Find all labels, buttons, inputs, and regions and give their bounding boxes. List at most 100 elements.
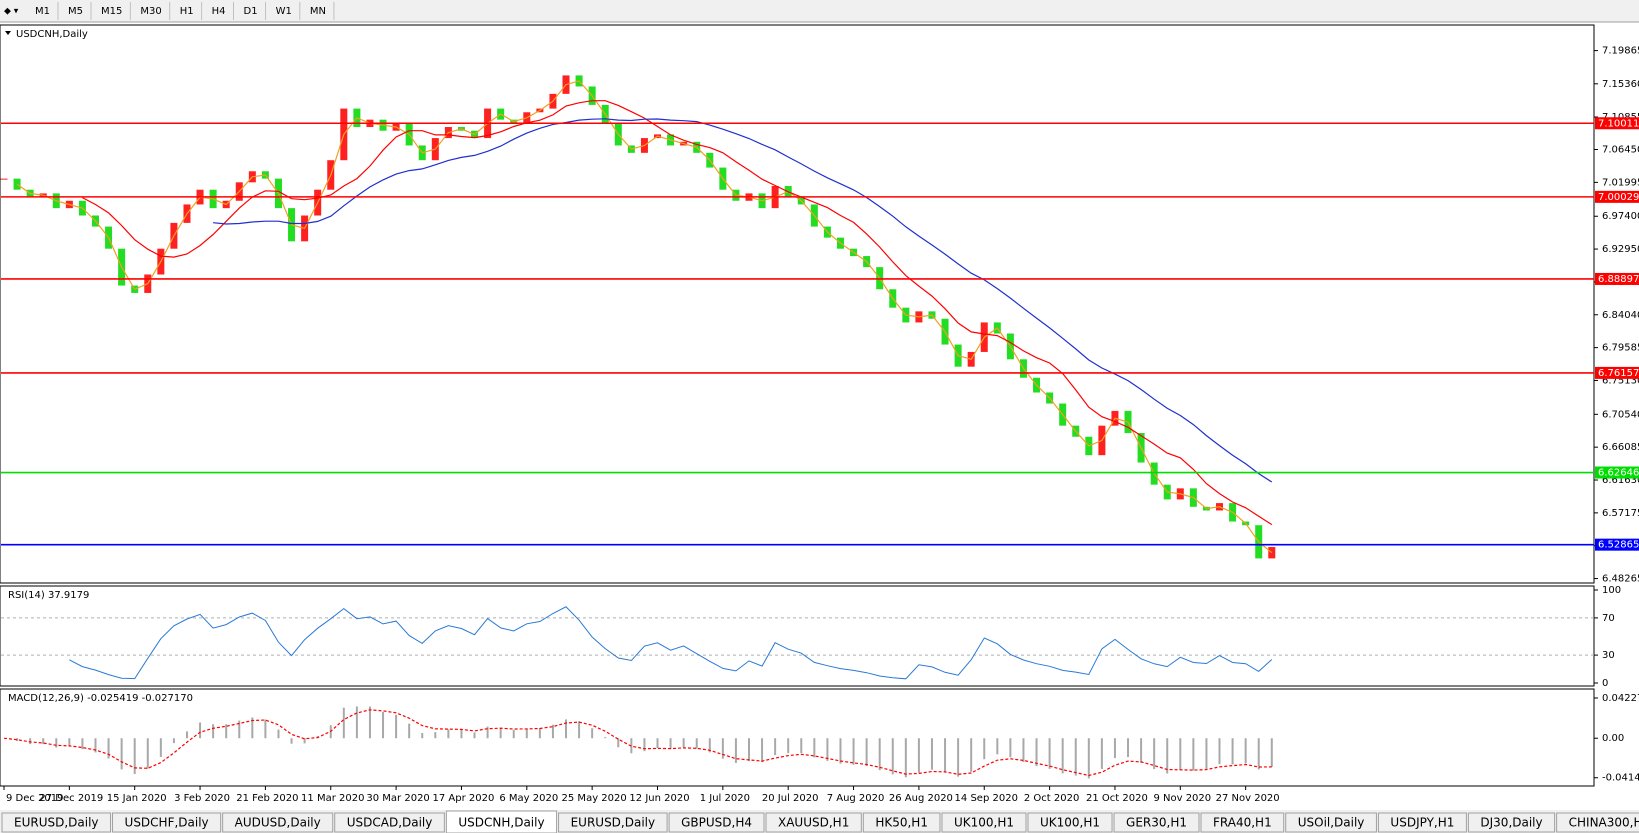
timeframe-button[interactable]: M30 <box>140 6 161 17</box>
x-tick-label: 14 Sep 2020 <box>955 793 1018 804</box>
tab[interactable]: FRA40,H1 <box>1213 816 1272 830</box>
tab-bg[interactable] <box>668 812 765 833</box>
y-tick-label: 7.15360 <box>1602 79 1639 90</box>
tab-bg[interactable] <box>222 812 334 833</box>
tab[interactable]: AUDUSD,Daily <box>235 816 321 830</box>
moving-average <box>213 118 1273 483</box>
tab-bg[interactable] <box>862 812 941 833</box>
timeframe-button[interactable]: H1 <box>180 6 194 17</box>
tab[interactable]: USDCAD,Daily <box>347 816 433 830</box>
tab-bg[interactable] <box>1 812 112 833</box>
tab-bg[interactable] <box>1113 812 1200 833</box>
tab[interactable]: USDCHF,Daily <box>125 816 209 830</box>
rsi-tick-label: 0 <box>1602 678 1608 689</box>
tab-bg[interactable] <box>1027 812 1113 833</box>
tab[interactable]: UK100,H1 <box>1040 816 1100 830</box>
tab-bg[interactable] <box>334 812 445 833</box>
tab-bg[interactable] <box>1200 812 1285 833</box>
timeframe-button[interactable]: M5 <box>68 6 83 17</box>
timeframe-button[interactable]: M1 <box>35 6 50 17</box>
tab-bg[interactable] <box>445 810 558 833</box>
x-tick-label: 17 Apr 2020 <box>433 793 495 804</box>
x-tick-label: 27 Nov 2020 <box>1216 793 1280 804</box>
y-tick-label: 6.48265 <box>1602 574 1639 585</box>
rsi-tick-label: 100 <box>1602 585 1621 596</box>
x-tick-label: 9 Dec 2019 <box>6 793 64 804</box>
x-tick-label: 12 Jun 2020 <box>629 793 689 804</box>
x-tick-label: 2 Oct 2020 <box>1024 793 1079 804</box>
x-tick-label: 26 Aug 2020 <box>889 793 953 804</box>
tab[interactable]: GBPUSD,H4 <box>681 816 752 830</box>
y-tick-label: 6.57175 <box>1602 508 1639 519</box>
y-tick-label: 6.79585 <box>1602 343 1639 354</box>
macd-signal <box>3 709 1272 777</box>
y-tick-label: 7.06450 <box>1602 145 1639 156</box>
level-label: 6.76157 <box>1598 368 1639 379</box>
main-pane <box>0 24 1595 584</box>
y-tick-label: 6.92950 <box>1602 244 1639 255</box>
tab-bg[interactable] <box>765 812 862 833</box>
x-tick-label: 20 Jul 2020 <box>762 793 819 804</box>
tab[interactable]: USDJPY,H1 <box>1390 816 1454 830</box>
tab-bg[interactable] <box>941 812 1027 833</box>
y-tick-label: 6.97400 <box>1602 211 1639 222</box>
timeframe-button[interactable]: W1 <box>276 6 292 17</box>
level-label-bg <box>1595 272 1639 285</box>
level-label-bg <box>1595 366 1639 379</box>
moving-average <box>16 80 1273 554</box>
moving-average <box>82 100 1273 526</box>
timeframe-button[interactable]: D1 <box>244 6 258 17</box>
x-tick-label: 11 Mar 2020 <box>301 793 364 804</box>
candlestick <box>13 178 21 190</box>
level-label-bg <box>1595 117 1639 130</box>
x-tick-label: 1 Jul 2020 <box>700 793 750 804</box>
x-tick-label: 3 Feb 2020 <box>174 793 230 804</box>
y-tick-label: 6.61630 <box>1602 475 1639 486</box>
tab-bg[interactable] <box>1285 812 1377 833</box>
tab[interactable]: HK50,H1 <box>875 816 928 830</box>
x-tick-label: 9 Nov 2020 <box>1153 793 1211 804</box>
header-arrow <box>5 31 11 35</box>
macd-label: MACD(12,26,9) -0.025419 -0.027170 <box>8 693 193 704</box>
level-label: 6.52865 <box>1598 540 1639 551</box>
x-tick-label: 21 Oct 2020 <box>1086 793 1148 804</box>
macd-tick-label: -0.04148 <box>1602 773 1639 784</box>
y-tick-label: 6.84040 <box>1602 310 1639 321</box>
tab-bg[interactable] <box>112 812 222 833</box>
rsi-tick-label: 70 <box>1602 613 1615 624</box>
tab-bg[interactable] <box>1377 812 1467 833</box>
timeframe-button[interactable]: H4 <box>212 6 226 17</box>
tab[interactable]: EURUSD,Daily <box>571 816 656 830</box>
tab[interactable]: GER30,H1 <box>1126 816 1187 830</box>
level-label: 7.10011 <box>1598 118 1639 129</box>
timeframe-button[interactable]: M15 <box>101 6 122 17</box>
toolbar-icon: ◆ ▾ <box>4 7 19 17</box>
macd-tick-label: 0.042275 <box>1602 693 1639 704</box>
tab[interactable]: DJ30,Daily <box>1480 816 1542 830</box>
rsi-pane <box>0 585 1595 687</box>
timeframe-button[interactable]: MN <box>310 6 326 17</box>
tab-bg[interactable] <box>1556 812 1639 833</box>
tab[interactable]: USDCNH,Daily <box>458 816 544 830</box>
level-label-bg <box>1595 190 1639 203</box>
level-label: 6.62646 <box>1598 468 1639 479</box>
level-label-bg <box>1595 538 1639 551</box>
y-tick-label: 7.01995 <box>1602 177 1639 188</box>
level-label: 7.00029 <box>1598 192 1639 203</box>
y-tick-label: 7.19865 <box>1602 46 1639 57</box>
tab[interactable]: UK100,H1 <box>954 816 1014 830</box>
tab[interactable]: CHINA300,H1 <box>1569 816 1639 830</box>
symbol: USDCNH,Daily <box>16 29 88 40</box>
tab-bg[interactable] <box>558 812 668 833</box>
x-tick-label: 25 May 2020 <box>562 793 627 804</box>
rsi-line <box>69 606 1273 680</box>
y-tick-label: 6.75130 <box>1602 375 1639 386</box>
level-label: 6.88897 <box>1598 274 1639 285</box>
tab[interactable]: USOil,Daily <box>1298 816 1365 830</box>
rsi-label: RSI(14) 37.9179 <box>8 590 89 601</box>
tab[interactable]: EURUSD,Daily <box>14 816 99 830</box>
tab[interactable]: XAUUSD,H1 <box>778 816 849 830</box>
tab-bg[interactable] <box>1467 812 1556 833</box>
x-tick-label: 21 Feb 2020 <box>236 793 298 804</box>
